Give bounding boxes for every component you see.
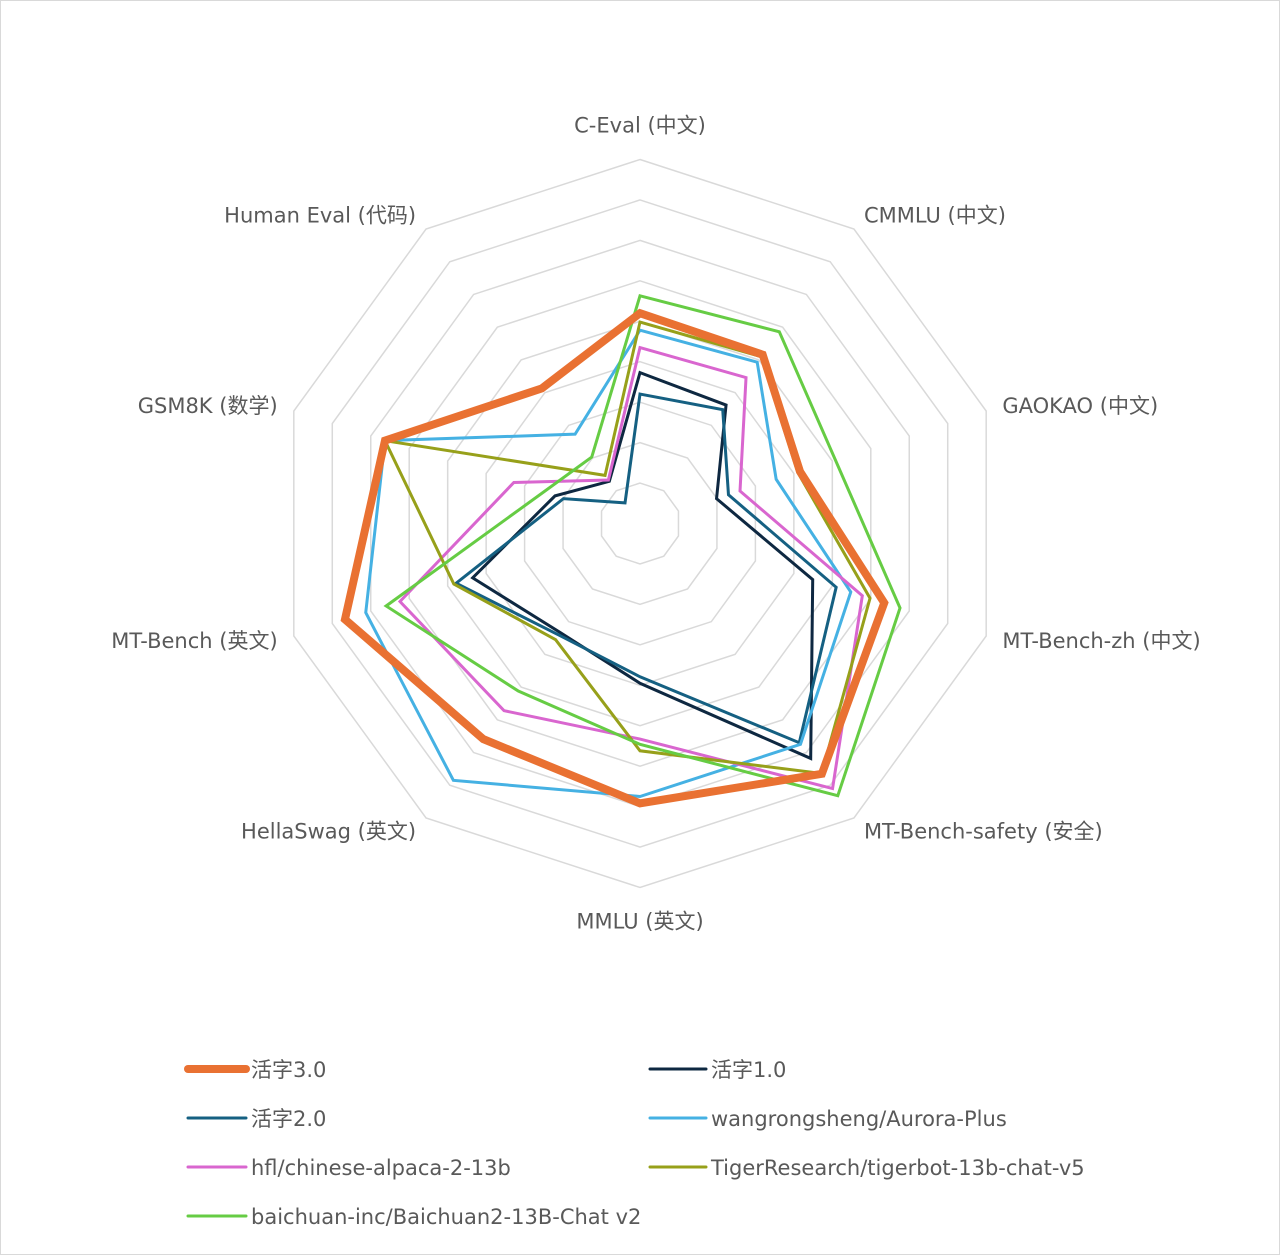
axis-labels: C-Eval (中文) CMMLU (中文) GAOKAO (中文) MT-Bench… [111, 114, 1200, 934]
axis-label: MT-Bench-zh (中文) [1002, 629, 1200, 653]
grid-ring [408, 280, 872, 767]
legend: 活字3.0 活字1.0 活字2.0 wangrongsheng/Aurora-Plus… [184, 1058, 1085, 1229]
grid-ring [523, 401, 757, 646]
grid-ring [446, 320, 834, 727]
axis-label: MT-Bench-safety (安全) [864, 820, 1103, 844]
legend-label: 活字1.0 [711, 1058, 786, 1082]
axis-label: Human Eval (代码) [224, 203, 416, 227]
series-group [340, 293, 902, 808]
series-line-2 [453, 392, 838, 745]
series-line-1 [470, 370, 815, 761]
axis-label: HellaSwag (英文) [241, 820, 416, 844]
legend-label: 活字3.0 [251, 1058, 326, 1082]
series-line-3 [364, 328, 853, 799]
legend-label: 活字2.0 [251, 1107, 326, 1131]
legend-item[interactable]: wangrongsheng/Aurora-Plus [648, 1107, 1007, 1131]
legend-item[interactable]: TigerResearch/tigerbot-13b-chat-v5 [648, 1156, 1085, 1180]
grid-ring [600, 482, 680, 565]
legend-item[interactable]: 活字3.0 [184, 1058, 326, 1082]
series-line-6 [383, 293, 902, 798]
legend-label: baichuan-inc/Baichuan2-13B-Chat v2 [251, 1205, 641, 1229]
axis-label: MMLU (英文) [576, 910, 703, 934]
axis-label: GSM8K (数学) [138, 394, 278, 418]
axis-label: MT-Bench (英文) [111, 629, 277, 653]
legend-item[interactable]: 活字2.0 [186, 1107, 326, 1131]
axis-label: GAOKAO (中文) [1002, 394, 1158, 418]
grid [293, 158, 987, 889]
legend-label: TigerResearch/tigerbot-13b-chat-v5 [710, 1156, 1085, 1180]
grid-ring [485, 360, 795, 687]
series-line-0 [340, 308, 889, 808]
grid-ring [331, 199, 949, 848]
legend-item[interactable]: baichuan-inc/Baichuan2-13B-Chat v2 [186, 1205, 641, 1229]
legend-item[interactable]: hfl/chinese-alpaca-2-13b [186, 1156, 511, 1180]
series-line-5 [382, 320, 872, 776]
grid-ring [293, 158, 987, 889]
axis-label: C-Eval (中文) [574, 114, 706, 138]
legend-item[interactable]: 活字1.0 [648, 1058, 786, 1082]
grid-ring [562, 441, 718, 606]
legend-label: wangrongsheng/Aurora-Plus [711, 1107, 1007, 1131]
legend-label: hfl/chinese-alpaca-2-13b [251, 1156, 511, 1180]
axis-label: CMMLU (中文) [864, 203, 1006, 227]
series-line-4 [397, 345, 864, 791]
